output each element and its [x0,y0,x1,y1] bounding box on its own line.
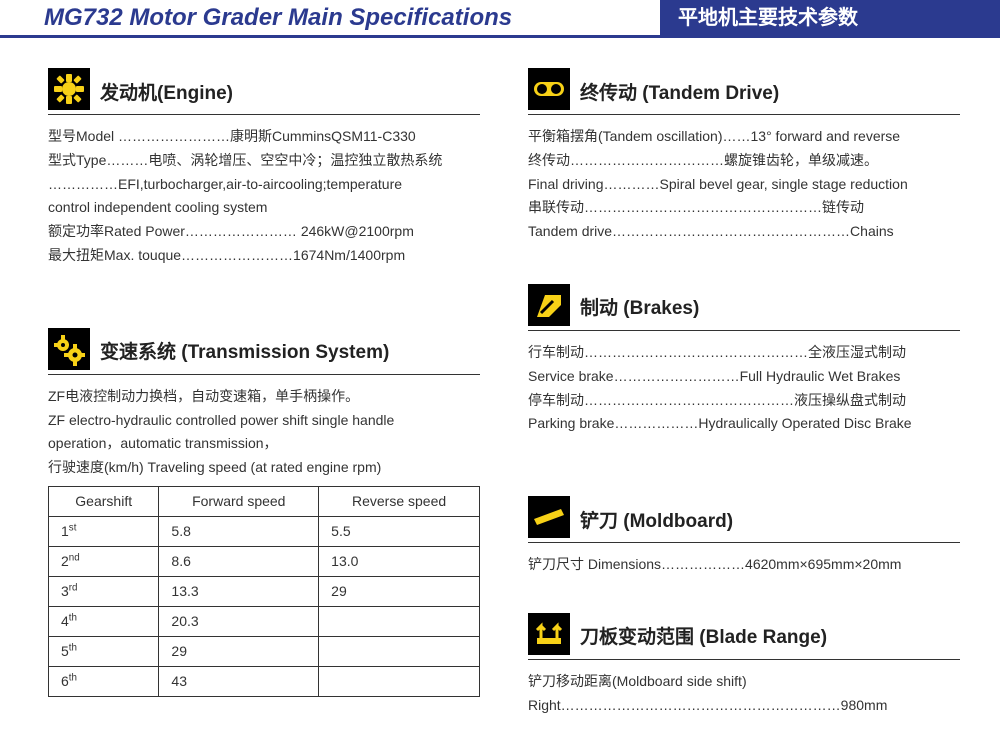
spec-line: 平衡箱摆角(Tandem oscillation)……13° forward a… [528,125,960,149]
spec-line: Right……………………………………………………980mm [528,694,960,718]
spec-line: 额定功率Rated Power…………………… 246kW@2100rpm [48,220,480,244]
forward-cell: 8.6 [159,546,319,576]
tandem-icon [528,68,570,110]
page-subtitle: 平地机主要技术参数 [660,0,1000,35]
section-engine: 发动机(Engine) 型号Model ……………………康明斯CumminsQS… [48,68,480,268]
spec-line: 铲刀移动距离(Moldboard side shift) [528,670,960,694]
blade-range-icon [528,613,570,655]
left-column: 发动机(Engine) 型号Model ……………………康明斯CumminsQS… [48,68,480,754]
forward-cell: 20.3 [159,606,319,636]
section-title: 变速系统 (Transmission System) [100,339,389,370]
spec-line: 串联传动……………………………………………链传动 [528,196,960,220]
right-column: 终传动 (Tandem Drive) 平衡箱摆角(Tandem oscillat… [528,68,960,754]
brake-icon [528,284,570,326]
section-header: 刀板变动范围 (Blade Range) [528,613,960,660]
reverse-cell: 29 [319,576,480,606]
spec-line: ……………EFI,turbocharger,air-to-aircooling;… [48,173,480,197]
spec-line: 铲刀尺寸 Dimensions………………4620mm×695mm×20mm [528,553,960,577]
section-tandem: 终传动 (Tandem Drive) 平衡箱摆角(Tandem oscillat… [528,68,960,244]
spec-line: 最大扭矩Max. touque……………………1674Nm/1400rpm [48,244,480,268]
spec-line: 型式Type………电喷、涡轮增压、空空中冷；温控独立散热系统 [48,149,480,173]
page-header: MG732 Motor Grader Main Specifications 平… [0,0,1000,38]
gearshift-cell: 1st [49,516,159,546]
reverse-cell [319,606,480,636]
spec-line: 终传动……………………………螺旋锥齿轮，单级减速。 [528,149,960,173]
table-header: Reverse speed [319,486,480,516]
spec-line: Tandem drive……………………………………………Chains [528,220,960,244]
spec-line: ZF电液控制动力换档，自动变速箱，单手柄操作。 [48,385,480,409]
spec-line: 停车制动………………………………………液压操纵盘式制动 [528,389,960,413]
forward-cell: 5.8 [159,516,319,546]
reverse-cell: 5.5 [319,516,480,546]
table-header: Forward speed [159,486,319,516]
reverse-cell [319,636,480,666]
section-header: 铲刀 (Moldboard) [528,496,960,543]
gears-icon [48,328,90,370]
section-title: 发动机(Engine) [100,80,233,111]
spec-line: 行车制动…………………………………………全液压湿式制动 [528,341,960,365]
spec-line: 型号Model ……………………康明斯CumminsQSM11-C330 [48,125,480,149]
speed-table: Gearshift Forward speed Reverse speed 1s… [48,486,480,697]
table-row: 1st5.85.5 [49,516,480,546]
section-header: 发动机(Engine) [48,68,480,115]
section-brakes: 制动 (Brakes) 行车制动…………………………………………全液压湿式制动 … [528,284,960,436]
section-moldboard: 铲刀 (Moldboard) 铲刀尺寸 Dimensions………………4620… [528,496,960,577]
gearshift-cell: 3rd [49,576,159,606]
table-header: Gearshift [49,486,159,516]
section-title: 终传动 (Tandem Drive) [580,80,779,111]
spec-line: 行驶速度(km/h) Traveling speed (at rated eng… [48,456,480,480]
table-row: 3rd13.329 [49,576,480,606]
table-row: 4th20.3 [49,606,480,636]
section-transmission: 变速系统 (Transmission System) ZF电液控制动力换档，自动… [48,328,480,697]
section-blade: 刀板变动范围 (Blade Range) 铲刀移动距离(Moldboard si… [528,613,960,718]
moldboard-icon [528,496,570,538]
section-header: 终传动 (Tandem Drive) [528,68,960,115]
section-header: 制动 (Brakes) [528,284,960,331]
gearshift-cell: 2nd [49,546,159,576]
forward-cell: 13.3 [159,576,319,606]
gearshift-cell: 4th [49,606,159,636]
reverse-cell: 13.0 [319,546,480,576]
spec-line: control independent cooling system [48,196,480,220]
page-title: MG732 Motor Grader Main Specifications [0,0,660,36]
spec-line: Parking brake………………Hydraulically Operate… [528,412,960,436]
section-title: 刀板变动范围 (Blade Range) [580,624,827,655]
section-header: 变速系统 (Transmission System) [48,328,480,375]
section-title: 制动 (Brakes) [580,295,699,326]
spec-line: Final driving…………Spiral bevel gear, sing… [528,173,960,197]
gearshift-cell: 5th [49,636,159,666]
content-columns: 发动机(Engine) 型号Model ……………………康明斯CumminsQS… [0,68,1000,754]
forward-cell: 29 [159,636,319,666]
table-row: 5th29 [49,636,480,666]
spec-line: operation，automatic transmission， [48,432,480,456]
spec-line: ZF electro-hydraulic controlled power sh… [48,409,480,433]
spec-line: Service brake………………………Full Hydraulic Wet… [528,365,960,389]
section-title: 铲刀 (Moldboard) [580,508,733,539]
engine-icon [48,68,90,110]
table-row: 2nd8.613.0 [49,546,480,576]
